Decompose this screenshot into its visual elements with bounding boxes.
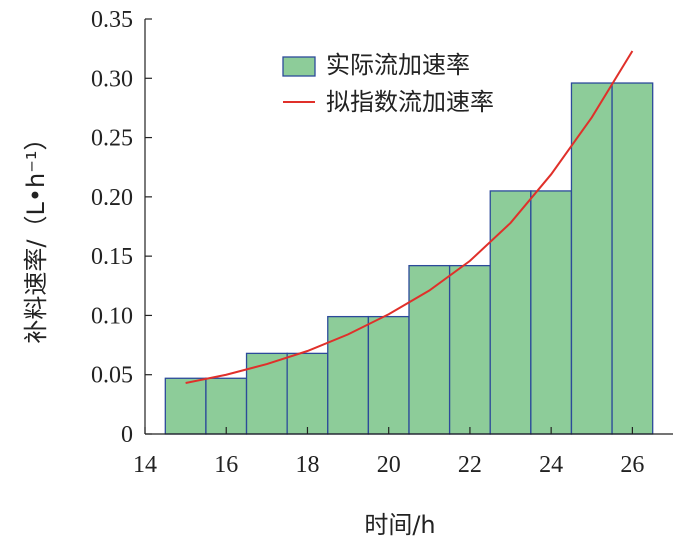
legend-swatch-actual-rate <box>282 56 316 77</box>
bar-10 <box>530 190 573 435</box>
y-axis-title: 补料速率/（L•h⁻¹） <box>22 126 50 343</box>
legend-label-actual-rate: 实际流加速率 <box>326 51 470 79</box>
bar-3 <box>245 352 288 435</box>
x-tick-label: 20 <box>377 452 401 478</box>
bar-12 <box>611 82 654 435</box>
y-tick-label: 0.15 <box>91 244 133 270</box>
bar-9 <box>489 190 532 435</box>
y-tick-label: 0.35 <box>91 7 133 33</box>
series-line-exponential-fit <box>185 50 634 384</box>
x-tick-label: 14 <box>133 452 157 478</box>
y-tick-label: 0.05 <box>91 363 133 389</box>
axes-group <box>144 19 673 435</box>
y-tick-label: 0.20 <box>91 185 133 211</box>
bar-2 <box>205 377 248 435</box>
bar-4 <box>286 352 329 435</box>
y-tick-label: 0.10 <box>91 303 133 329</box>
bar-8 <box>448 264 491 435</box>
x-ticks-group: 14 16 18 20 22 24 26 <box>133 427 644 478</box>
bar-6 <box>367 315 410 435</box>
x-tick-label: 16 <box>214 452 238 478</box>
x-tick-label: 22 <box>458 452 482 478</box>
bar-1 <box>164 377 207 435</box>
legend-label-fitted-rate: 拟指数流加速率 <box>326 88 494 116</box>
y-tick-label: 0 <box>121 422 133 448</box>
x-axis-title: 时间/h <box>364 511 435 539</box>
x-tick-label: 24 <box>539 452 563 478</box>
y-tick-label: 0.25 <box>91 126 133 152</box>
x-tick-label: 26 <box>620 452 644 478</box>
bars-group <box>164 82 654 435</box>
legend: 实际流加速率 拟指数流加速率 <box>282 51 494 116</box>
y-tick-label: 0.30 <box>91 66 133 92</box>
x-tick-label: 18 <box>295 452 319 478</box>
y-ticks-group: 0 0.05 0.10 0.15 0.20 0.25 0.30 0.35 <box>91 7 152 448</box>
